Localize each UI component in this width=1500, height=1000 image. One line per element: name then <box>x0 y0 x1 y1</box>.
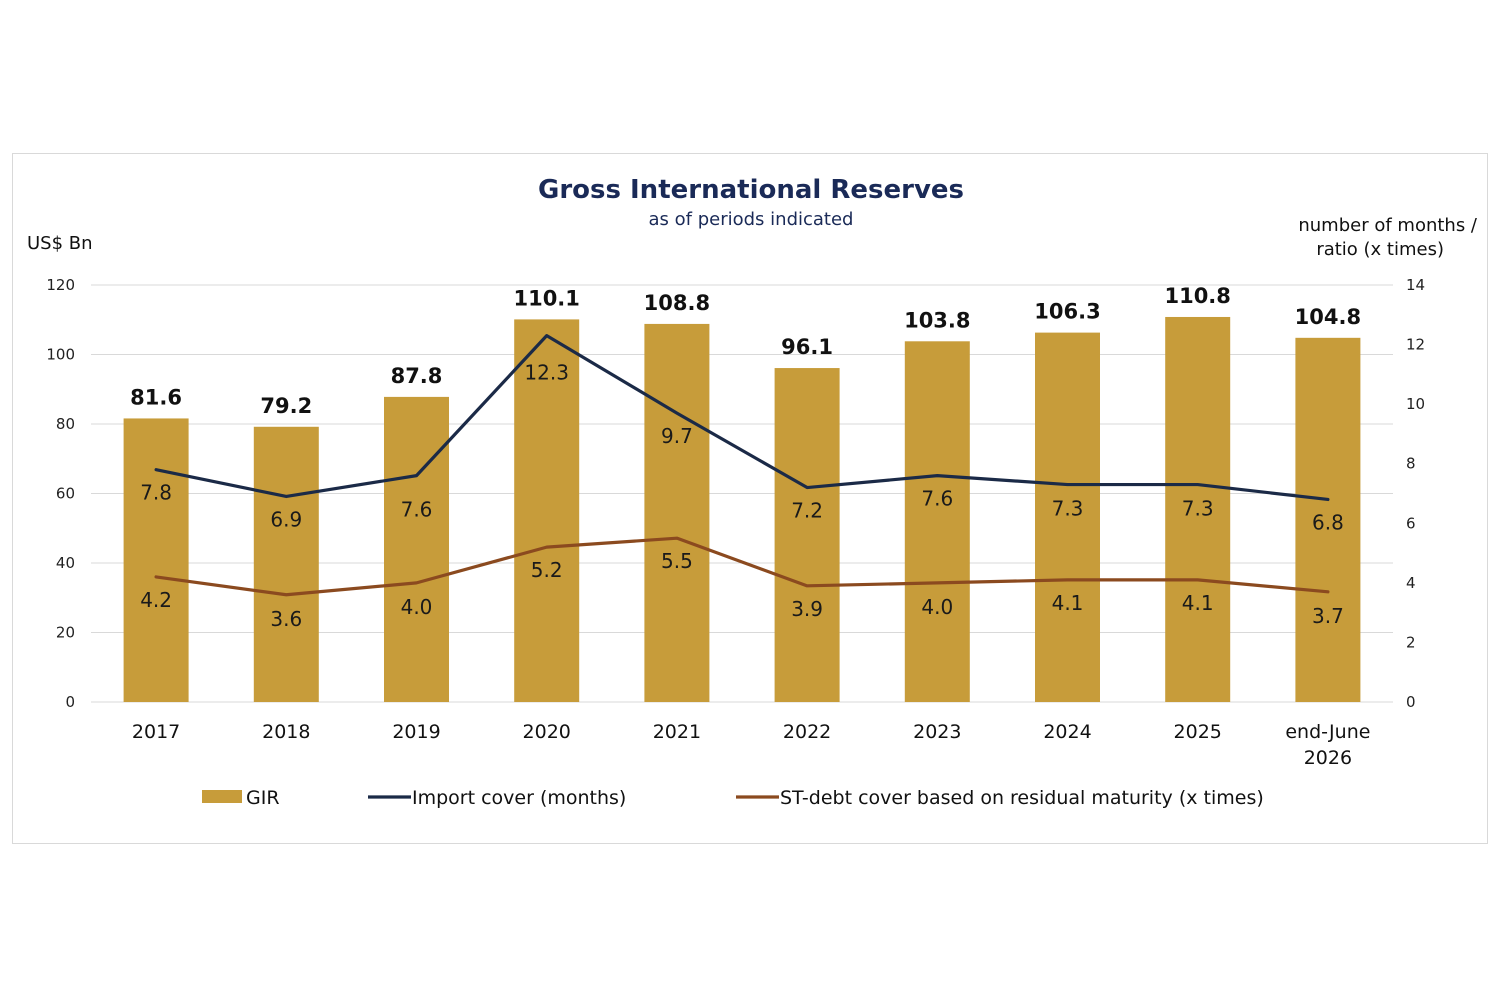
series-lines <box>154 334 1330 597</box>
y-tick-label: 100 <box>46 346 75 364</box>
category-label: end-June <box>1285 721 1370 743</box>
y2-axis-ticks: 0 2 4 6 8 10 12 14 <box>1406 276 1425 711</box>
category-label: 2020 <box>523 721 571 743</box>
gir-value-label: 103.8 <box>904 308 970 332</box>
y-tick-label: 40 <box>56 554 75 572</box>
category-label: 2025 <box>1174 721 1222 743</box>
import-cover-label: 7.3 <box>1182 497 1214 521</box>
st-debt-cover-label: 5.2 <box>531 558 563 582</box>
gir-bar <box>904 341 970 702</box>
gir-value-label: 87.8 <box>391 364 443 388</box>
gir-value-label: 81.6 <box>130 385 182 409</box>
legend-label-st-debt-cover: ST-debt cover based on residual maturity… <box>780 787 1264 809</box>
data-labels: 81.6 79.2 87.8 110.1 108.8 96.1 103.8 106.3 110.… <box>130 284 1361 631</box>
import-cover-label: 6.9 <box>270 507 302 531</box>
st-debt-cover-label: 3.9 <box>791 597 823 621</box>
st-debt-cover-label: 5.5 <box>661 549 693 573</box>
st-debt-cover-label: 4.1 <box>1182 591 1214 615</box>
chart-title: Gross International Reserves <box>538 175 964 205</box>
y-axis-title: US$ Bn <box>27 233 93 254</box>
category-label: 2023 <box>913 721 961 743</box>
gir-bar <box>644 323 710 702</box>
gir-value-label: 79.2 <box>260 394 312 418</box>
y-tick-label: 0 <box>65 693 75 711</box>
gir-bar <box>253 426 319 702</box>
y2-tick-label: 14 <box>1406 276 1425 294</box>
import-cover-label: 9.7 <box>661 424 693 448</box>
gir-bar <box>123 418 189 702</box>
y2-tick-label: 4 <box>1406 574 1416 592</box>
st-debt-cover-label: 3.7 <box>1312 604 1344 628</box>
legend-label-gir: GIR <box>246 787 280 809</box>
category-label: 2018 <box>262 721 310 743</box>
import-cover-label: 7.6 <box>401 498 433 522</box>
gir-value-label: 110.1 <box>513 286 579 310</box>
import-cover-label: 7.2 <box>791 499 823 523</box>
gir-bar <box>774 368 840 702</box>
import-cover-label: 7.3 <box>1052 497 1084 521</box>
st-debt-cover-label: 4.2 <box>140 588 172 612</box>
x-axis-categories: 2017 2018 2019 2020 2021 2022 2023 2024 2025 end-… <box>132 721 1371 769</box>
gir-bar <box>1035 332 1100 702</box>
y2-axis-title-line-1: number of months / <box>1298 215 1478 236</box>
gir-bar <box>514 319 580 702</box>
gir-bar <box>384 396 449 702</box>
y-tick-label: 20 <box>56 624 75 642</box>
y2-tick-label: 0 <box>1406 693 1416 711</box>
category-label: 2026 <box>1304 747 1352 769</box>
category-label: 2019 <box>392 721 440 743</box>
legend-label-import-cover: Import cover (months) <box>412 787 626 809</box>
y2-axis-title-line-2: ratio (x times) <box>1316 239 1444 260</box>
gir-chart: Gross International Reserves as of perio… <box>27 175 1478 809</box>
import-cover-line <box>154 334 1330 502</box>
y2-tick-label: 8 <box>1406 455 1416 473</box>
legend: GIR Import cover (months) ST-debt cover ba… <box>202 787 1264 809</box>
st-debt-cover-line <box>154 536 1330 597</box>
y-axis-ticks: 0 20 40 60 80 100 120 <box>46 276 75 711</box>
y2-tick-label: 12 <box>1406 336 1425 354</box>
gir-value-label: 110.8 <box>1164 284 1230 308</box>
st-debt-cover-label: 4.0 <box>401 595 433 619</box>
chart-card: Gross International Reserves as of perio… <box>12 153 1488 844</box>
category-label: 2024 <box>1043 721 1091 743</box>
category-label: 2017 <box>132 721 180 743</box>
gir-value-label: 106.3 <box>1034 300 1100 324</box>
gir-value-label: 104.8 <box>1295 305 1361 329</box>
y2-tick-label: 2 <box>1406 633 1416 651</box>
y2-tick-label: 10 <box>1406 395 1425 413</box>
category-label: 2022 <box>783 721 831 743</box>
y-tick-label: 80 <box>56 415 75 433</box>
import-cover-label: 7.8 <box>140 481 172 505</box>
chart-subtitle: as of periods indicated <box>649 209 854 230</box>
gir-value-label: 108.8 <box>644 291 710 315</box>
import-cover-label: 12.3 <box>524 361 569 385</box>
y-tick-label: 120 <box>46 276 75 294</box>
gir-bar <box>1165 316 1231 702</box>
st-debt-cover-label: 4.0 <box>921 595 953 619</box>
st-debt-cover-label: 4.1 <box>1052 591 1084 615</box>
import-cover-label: 7.6 <box>921 487 953 511</box>
import-cover-label: 6.8 <box>1312 510 1344 534</box>
gir-bar <box>1295 337 1361 702</box>
gir-value-label: 96.1 <box>781 335 833 359</box>
y-tick-label: 60 <box>56 485 75 503</box>
legend-swatch-gir <box>202 790 242 803</box>
category-label: 2021 <box>653 721 701 743</box>
st-debt-cover-label: 3.6 <box>270 607 302 631</box>
y2-tick-label: 6 <box>1406 514 1416 532</box>
gir-bars <box>123 316 1361 702</box>
